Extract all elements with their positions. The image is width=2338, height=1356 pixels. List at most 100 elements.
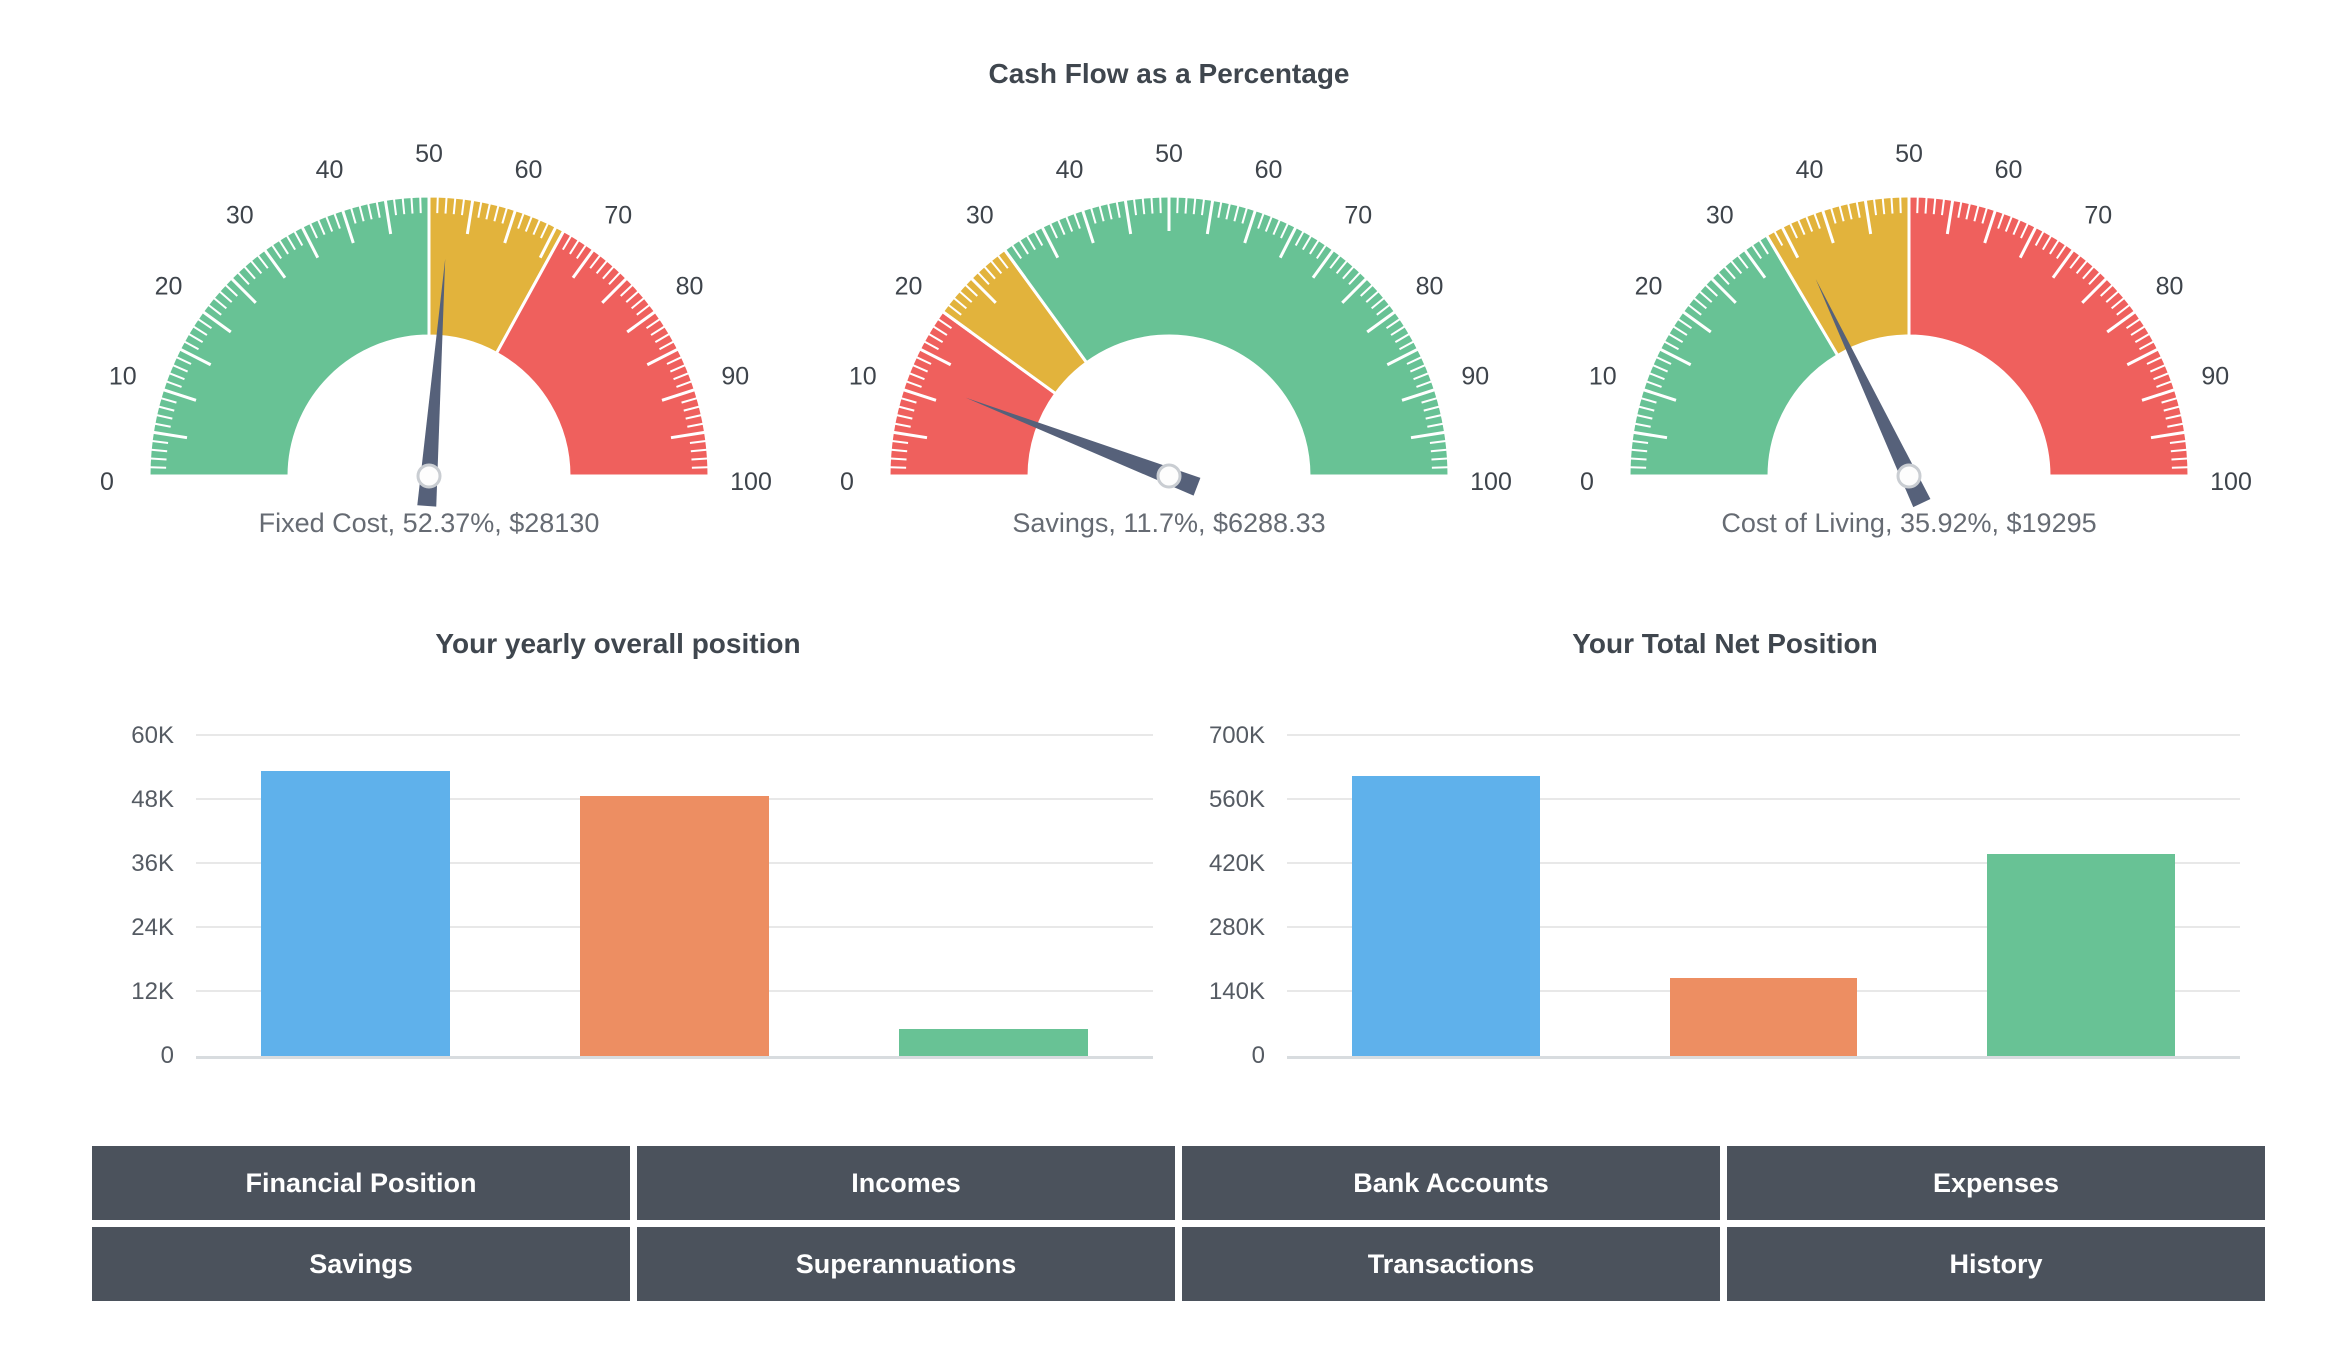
gauge-caption-cost-of-living: Cost of Living, 35.92%, $19295	[1721, 508, 2097, 538]
bar-orange	[1669, 978, 1858, 1056]
gauge-band-green	[1002, 194, 1451, 478]
gauges-row: 0 10 20 30 40 50 60 70 80 90 100 Fixed Cost, 52.37…	[0, 140, 2338, 539]
gauge-svg: 0 10 20 30 40 50 60 70 80 90 100	[100, 140, 772, 507]
y-axis-tick-label: 12K	[131, 978, 174, 1005]
y-axis-tick-label: 700K	[1208, 722, 1265, 749]
gauge-fixed-cost: 0 10 20 30 40 50 60 70 80 90 100 Fixed Cost, 52.37…	[59, 140, 799, 539]
gauge-scale-label: 0	[100, 468, 114, 496]
gridline	[196, 734, 1153, 736]
gauge-scale-label: 30	[1706, 201, 1734, 229]
gauge-scale-label: 50	[1895, 140, 1923, 168]
gauge-ticks	[1630, 197, 2188, 478]
bar-orange	[580, 796, 769, 1056]
gauge-ticks	[890, 197, 1448, 478]
gauge-band-green	[1627, 233, 1840, 478]
nav-grid: Financial Position Incomes Bank Accounts…	[92, 1146, 2265, 1301]
y-axis-tick-label: 24K	[131, 914, 174, 941]
y-axis-tick-label: 420K	[1208, 850, 1265, 877]
chart-yearly-overall-position: Your yearly overall position 0 12K 24K 36K 4…	[83, 628, 1153, 1068]
nav-button-superannuations[interactable]: Superannuations	[637, 1227, 1175, 1301]
gauge-scale-label: 20	[155, 273, 183, 301]
y-axis-labels: 0 12K 24K 36K 48K 60K	[83, 724, 196, 1068]
gauge-band-red	[1907, 194, 2191, 478]
gauge-needle	[1815, 278, 1931, 508]
charts-row: Your yearly overall position 0 12K 24K 36K 4…	[0, 628, 2338, 1098]
bar-green	[1987, 853, 2176, 1056]
gridline	[1287, 862, 2240, 864]
gauge-scale-label: 60	[1995, 156, 2023, 184]
gauge-scale-label: 80	[676, 273, 704, 301]
gauge-caption-savings: Savings, 11.7%, $6288.33	[1012, 508, 1326, 538]
gauge-scale-label: 100	[2210, 468, 2252, 496]
gauge-ticks	[150, 197, 708, 478]
gauge-scale-label: 100	[1470, 468, 1512, 496]
gauge-scale-label: 50	[1155, 140, 1183, 168]
chart-title-net-position: Your Total Net Position	[1572, 628, 1878, 659]
chart-title-yearly: Your yearly overall position	[435, 628, 801, 659]
chart-total-net-position: Your Total Net Position 0 140K 280K 420K 560…	[1208, 628, 2240, 1068]
gauge-svg: 0 10 20 30 40 50 60 70 80 90 100	[840, 140, 1512, 496]
gauge-needle	[417, 258, 446, 507]
gauge-scale-label: 100	[730, 468, 772, 496]
nav-button-bank-accounts[interactable]: Bank Accounts	[1182, 1146, 1720, 1220]
y-axis-tick-label: 140K	[1208, 978, 1265, 1005]
gauge-scale-label: 10	[1589, 362, 1617, 390]
gauges-group-title: Cash Flow as a Percentage	[988, 58, 1350, 89]
y-axis-tick-label: 560K	[1208, 786, 1265, 813]
gauge-scale-label: 30	[226, 201, 254, 229]
gauge-band-red	[494, 229, 711, 478]
bar-green	[899, 1029, 1088, 1056]
gauge-scale-label: 40	[1796, 156, 1824, 184]
bar-plot-area	[1287, 734, 2240, 1059]
gauge-needle-pivot	[416, 463, 442, 489]
nav-button-expenses[interactable]: Expenses	[1727, 1146, 2265, 1220]
gauge-needle-pivot	[1896, 463, 1922, 489]
gauge-scale-label: 10	[849, 362, 877, 390]
nav-button-transactions[interactable]: Transactions	[1182, 1227, 1720, 1301]
y-axis-tick-label: 280K	[1208, 914, 1265, 941]
y-axis-tick-label: 0	[160, 1042, 174, 1069]
gridline	[1287, 734, 2240, 736]
y-axis-tick-label: 36K	[131, 850, 174, 877]
gauge-scale-label: 90	[721, 362, 749, 390]
bar-blue	[261, 770, 450, 1056]
gauge-scale-label: 70	[2084, 201, 2112, 229]
y-axis-tick-label: 48K	[131, 786, 174, 813]
gauge-scale-label: 80	[1416, 273, 1444, 301]
bar-plot-area	[196, 734, 1153, 1059]
gauge-scale-label: 0	[1580, 468, 1594, 496]
gauge-scale-label: 20	[895, 273, 923, 301]
gauge-needle-pivot	[1156, 463, 1182, 489]
gauge-scale-label: 10	[109, 362, 137, 390]
y-axis-labels: 0 140K 280K 420K 560K 700K	[1208, 724, 1287, 1068]
gauge-scale-label: 60	[515, 156, 543, 184]
gauge-band-green	[147, 194, 431, 478]
gauge-scale-label: 70	[1344, 201, 1372, 229]
nav-button-savings[interactable]: Savings	[92, 1227, 630, 1301]
gauge-scale-label: 90	[2201, 362, 2229, 390]
gauge-scale-label: 50	[415, 140, 443, 168]
gauge-scale-label: 80	[2156, 273, 2184, 301]
gridline	[1287, 926, 2240, 928]
gauge-scale-label: 40	[316, 156, 344, 184]
nav-button-financial-position[interactable]: Financial Position	[92, 1146, 630, 1220]
gauge-scale-label: 20	[1635, 273, 1663, 301]
gauge-scale-label: 90	[1461, 362, 1489, 390]
gauge-caption-fixed-cost: Fixed Cost, 52.37%, $28130	[258, 508, 600, 538]
bar-blue	[1351, 775, 1540, 1056]
gauge-scale-label: 70	[604, 201, 632, 229]
nav-button-incomes[interactable]: Incomes	[637, 1146, 1175, 1220]
y-axis-tick-label: 0	[1251, 1042, 1265, 1069]
gauge-cost-of-living: 0 10 20 30 40 50 60 70 80 90 100 Cost of Living, 3…	[1539, 140, 2279, 539]
gauge-scale-label: 0	[840, 468, 854, 496]
gauge-svg: 0 10 20 30 40 50 60 70 80 90 100	[1580, 140, 2252, 508]
gauge-scale-label: 40	[1056, 156, 1084, 184]
gridline	[1287, 798, 2240, 800]
gauge-savings: 0 10 20 30 40 50 60 70 80 90 100 Savings, 11.7%, $…	[799, 140, 1539, 539]
gauge-scale-label: 60	[1255, 156, 1283, 184]
gauge-scale-label: 30	[966, 201, 994, 229]
gauge-needle	[965, 397, 1201, 496]
y-axis-tick-label: 60K	[131, 722, 174, 749]
nav-button-history[interactable]: History	[1727, 1227, 2265, 1301]
